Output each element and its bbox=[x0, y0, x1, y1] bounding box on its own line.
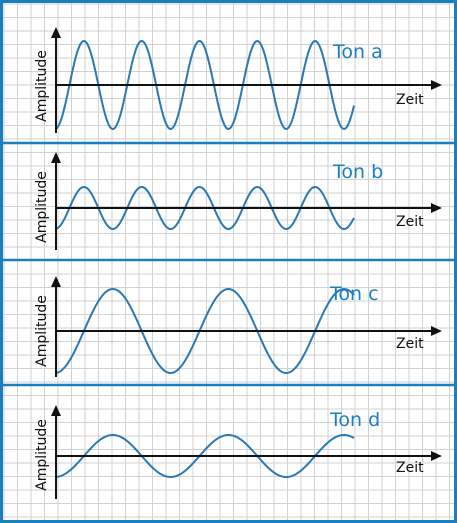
x-axis-label: Zeit bbox=[396, 460, 424, 476]
y-axis-label: Amplitude bbox=[34, 295, 50, 367]
panel-ton-d: Ton d Zeit Amplitude bbox=[34, 405, 442, 499]
amplitude-axis-arrowhead bbox=[51, 405, 61, 416]
tone-label: Ton c bbox=[329, 283, 379, 305]
tone-label: Ton a bbox=[332, 41, 383, 63]
x-axis-label: Zeit bbox=[396, 336, 424, 352]
y-axis-label: Amplitude bbox=[34, 50, 50, 122]
tone-label: Ton b bbox=[332, 161, 383, 183]
amplitude-axis-arrowhead bbox=[51, 276, 61, 287]
x-axis-label: Zeit bbox=[396, 92, 424, 108]
x-axis-label: Zeit bbox=[396, 214, 424, 230]
amplitude-axis-arrowhead bbox=[51, 27, 61, 38]
amplitude-axis-arrowhead bbox=[51, 152, 61, 163]
y-axis-label: Amplitude bbox=[34, 419, 50, 491]
tone-label: Ton d bbox=[329, 409, 380, 431]
y-axis-label: Amplitude bbox=[34, 171, 50, 243]
